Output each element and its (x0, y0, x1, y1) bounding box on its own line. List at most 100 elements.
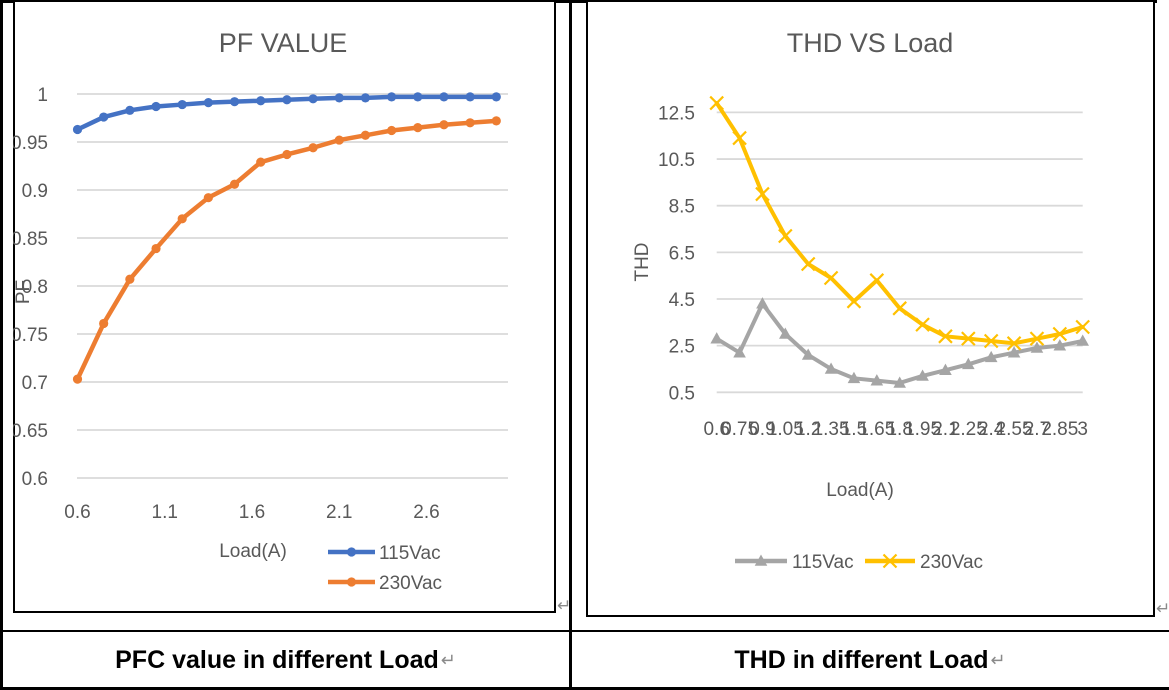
y-axis-title: THD (632, 242, 653, 281)
marker-230Vac (800, 256, 816, 272)
marker-230Vac (203, 193, 213, 203)
y-tick-label: 10.5 (658, 150, 695, 171)
marker-115Vac (1053, 339, 1067, 351)
marker-115Vac (801, 348, 815, 360)
marker-230Vac (1052, 326, 1068, 342)
series-line-230Vac (75, 118, 499, 382)
chart-title: PF VALUE (219, 28, 348, 58)
marker-115Vac (439, 92, 449, 102)
marker-230Vac (1006, 336, 1022, 351)
series-line-115Vac (714, 301, 1085, 385)
marker-115Vac (491, 92, 501, 102)
marker-230Vac (99, 318, 109, 329)
table-border-left (0, 0, 3, 690)
x-tick-label: 2.4 (978, 419, 1005, 440)
y-tick-label: 0.9 (22, 181, 48, 202)
marker-230Vac (360, 130, 371, 140)
marker-115Vac (1076, 334, 1089, 346)
marker-115Vac (465, 92, 475, 102)
x-tick-label: 1.6 (239, 502, 265, 523)
y-tick-label: 0.85 (13, 229, 48, 250)
marker-115Vac (125, 105, 135, 115)
marker-230Vac (439, 120, 449, 130)
marker-230Vac (465, 118, 475, 128)
y-tick-label: 0.65 (13, 421, 48, 442)
x-tick-label: 0.6 (64, 502, 90, 523)
legend-marker-230Vac (346, 577, 357, 587)
table-caption-separator (0, 630, 1169, 632)
marker-230Vac (72, 374, 83, 384)
marker-230Vac (125, 274, 135, 284)
x-tick-label: 2.7 (1024, 419, 1050, 440)
x-axis-title: Load(A) (826, 480, 894, 501)
marker-230Vac (961, 331, 976, 346)
marker-115Vac (756, 297, 769, 309)
marker-115Vac (151, 101, 161, 112)
y-tick-label: 0.6 (22, 469, 48, 490)
pf-chart: 1 0.95 0.9 0.85 0.8 0.75 0.7 0.65 0.6 0.6 1.1 1.6 2.… (13, 28, 508, 594)
marker-230Vac (823, 270, 839, 286)
marker-230Vac (308, 143, 318, 153)
marker-115Vac (1030, 341, 1044, 353)
x-tick-label: 1.5 (841, 419, 867, 440)
marker-230Vac (938, 329, 953, 344)
marker-230Vac (1029, 331, 1045, 346)
legend-label-230Vac[interactable]: 230Vac (379, 573, 442, 594)
left-caption-return-mark: ↵ (440, 649, 456, 670)
x-tick-label: 1.2 (795, 419, 821, 440)
thd-chart-frame[interactable]: 12.5 10.5 8.5 6.5 4.5 2.5 0.5 0.6 0.75 0.9 1.05 1.2… (586, 0, 1155, 617)
y-tick-label: 8.5 (669, 197, 695, 218)
left-caption: PFC value in different Load (115, 645, 439, 674)
marker-115Vac (939, 363, 952, 375)
marker-115Vac (360, 93, 371, 103)
marker-230Vac (1075, 319, 1090, 335)
x-tick-label: 2.1 (932, 419, 958, 440)
y-tick-label: 2.5 (669, 337, 695, 358)
x-tick-label: 1.35 (813, 419, 850, 440)
x-tick-label: 2.55 (996, 419, 1033, 440)
legend-label-115Vac[interactable]: 115Vac (792, 552, 854, 573)
marker-115Vac (256, 96, 266, 106)
x-tick-label: 2.25 (950, 419, 987, 440)
marker-115Vac (893, 376, 906, 388)
table-border-top (0, 0, 1157, 3)
table-divider-vertical (569, 0, 572, 690)
legend-marker-230Vac (882, 553, 898, 569)
x-tick-label: 3 (1077, 419, 1088, 440)
marker-115Vac (962, 357, 975, 370)
legend-label-230Vac[interactable]: 230Vac (920, 552, 983, 573)
marker-115Vac (282, 95, 292, 105)
marker-230Vac (413, 123, 423, 133)
x-tick-label: 2.6 (413, 502, 439, 523)
right-caption-cell: THD in different Load ↵ (571, 632, 1169, 688)
marker-115Vac (916, 369, 929, 381)
marker-115Vac (733, 346, 746, 358)
marker-230Vac (387, 125, 397, 136)
chart-title: THD VS Load (787, 28, 954, 58)
marker-115Vac (99, 112, 109, 122)
marker-230Vac (755, 186, 770, 202)
y-axis-title: PF (13, 280, 34, 304)
marker-230Vac (846, 294, 862, 309)
marker-230Vac (334, 135, 344, 145)
y-tick-label: 0.7 (22, 373, 48, 394)
marker-115Vac (710, 332, 723, 344)
right-caption: THD in different Load (734, 645, 989, 674)
marker-115Vac (203, 98, 213, 108)
thd-chart: 12.5 10.5 8.5 6.5 4.5 2.5 0.5 0.60.750.91.051.2… (632, 28, 1090, 573)
x-tick-label: 0.9 (749, 419, 775, 440)
marker-230Vac (732, 130, 747, 146)
y-tick-label: 0.95 (13, 133, 48, 154)
legend-label-115Vac[interactable]: 115Vac (379, 543, 441, 564)
x-tick-label: 1.95 (904, 419, 941, 440)
marker-230Vac (282, 149, 292, 160)
table-border-bottom (0, 687, 1169, 690)
y-tick-label: 12.5 (658, 103, 695, 124)
marker-115Vac (229, 97, 240, 107)
pf-chart-frame[interactable]: 1 0.95 0.9 0.85 0.8 0.75 0.7 0.65 0.6 0.6 1.1 1.6 2.… (13, 0, 556, 613)
marker-115Vac (334, 93, 344, 103)
marker-115Vac (72, 124, 83, 135)
marker-230Vac (892, 301, 907, 316)
marker-115Vac (177, 99, 187, 110)
